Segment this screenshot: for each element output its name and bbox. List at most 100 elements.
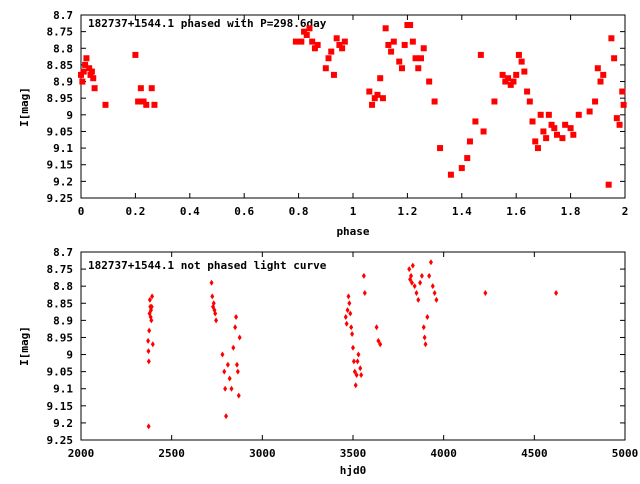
data-point: [214, 317, 219, 324]
y-tick-label: 8.8: [53, 280, 73, 293]
y-tick-label: 9: [66, 109, 73, 122]
data-point: [513, 71, 520, 78]
data-point: [611, 55, 618, 62]
data-point: [608, 35, 615, 42]
y-tick-label: 9.15: [47, 400, 74, 413]
data-point: [567, 125, 574, 132]
data-point: [311, 45, 318, 52]
data-point: [354, 372, 359, 379]
x-tick-label: 0.2: [125, 205, 145, 218]
data-point: [91, 85, 98, 92]
x-axis-label: phase: [336, 225, 369, 238]
data-point: [554, 290, 559, 297]
data-point: [409, 38, 416, 45]
data-point: [420, 45, 427, 52]
data-point: [545, 111, 552, 118]
data-point: [143, 101, 150, 108]
data-point: [410, 262, 415, 269]
data-point: [213, 310, 218, 317]
data-point: [418, 279, 423, 286]
data-point: [132, 51, 139, 58]
data-point: [559, 135, 566, 142]
y-tick-label: 9.15: [47, 159, 74, 172]
data-point: [325, 55, 332, 62]
data-point: [605, 181, 612, 188]
data-point: [515, 51, 522, 58]
data-point: [551, 125, 558, 132]
data-point: [80, 68, 87, 75]
data-point: [233, 324, 238, 331]
data-point: [526, 98, 533, 105]
data-point: [359, 372, 364, 379]
x-tick-label: 2500: [158, 447, 185, 460]
y-tick-label: 8.8: [53, 42, 73, 55]
data-point: [390, 38, 397, 45]
data-point: [348, 310, 353, 317]
data-point: [225, 361, 230, 368]
data-point: [87, 71, 94, 78]
data-point: [146, 337, 151, 344]
x-tick-label: 0: [78, 205, 85, 218]
data-point: [401, 41, 408, 48]
data-point: [88, 68, 95, 75]
data-point: [532, 138, 539, 145]
data-point: [379, 95, 386, 102]
chart-title: 182737+1544.1 not phased light curve: [88, 259, 327, 272]
data-point: [137, 85, 144, 92]
data-point: [298, 38, 305, 45]
data-point: [345, 307, 350, 314]
data-point: [229, 385, 234, 392]
data-point: [140, 98, 147, 105]
data-point: [350, 331, 355, 338]
y-axis-label: I[mag]: [18, 87, 31, 127]
y-tick-label: 9.1: [53, 142, 73, 155]
x-tick-label: 3500: [340, 447, 367, 460]
x-tick-label: 1.2: [397, 205, 417, 218]
data-point: [149, 303, 154, 310]
data-point: [223, 385, 228, 392]
data-point: [502, 78, 509, 85]
data-point: [422, 334, 427, 341]
data-point: [346, 293, 351, 300]
data-point: [303, 31, 310, 38]
data-point: [353, 382, 358, 389]
data-point: [432, 290, 437, 297]
y-tick-label: 8.95: [47, 92, 74, 105]
data-point: [437, 145, 444, 152]
x-tick-label: 1.4: [452, 205, 472, 218]
x-tick-label: 1: [350, 205, 357, 218]
data-point: [147, 296, 152, 303]
data-point: [148, 85, 155, 92]
x-tick-label: 4000: [430, 447, 457, 460]
x-axis-label: hjd0: [340, 464, 367, 477]
data-point: [396, 58, 403, 65]
data-point: [150, 293, 155, 300]
data-point: [613, 115, 620, 122]
data-point: [220, 351, 225, 358]
y-tick-label: 8.7: [53, 9, 73, 22]
data-point: [423, 341, 428, 348]
x-tick-label: 2000: [68, 447, 95, 460]
data-point: [301, 28, 308, 35]
data-point: [575, 111, 582, 118]
data-point: [483, 290, 488, 297]
data-point: [534, 145, 541, 152]
data-point: [377, 75, 384, 82]
data-point: [378, 341, 383, 348]
y-tick-label: 9.25: [47, 434, 74, 447]
data-point: [236, 392, 241, 399]
y-axis-label: I[mag]: [18, 326, 31, 366]
x-tick-label: 0.8: [289, 205, 309, 218]
data-point: [83, 55, 90, 62]
data-point: [224, 413, 229, 420]
data-point: [510, 78, 517, 85]
data-point: [616, 121, 623, 128]
data-point: [570, 131, 577, 138]
y-tick-label: 8.9: [53, 314, 73, 327]
y-tick-label: 9: [66, 349, 73, 362]
data-point: [472, 118, 479, 125]
data-point: [339, 45, 346, 52]
data-point: [351, 358, 356, 365]
data-point: [292, 38, 299, 45]
